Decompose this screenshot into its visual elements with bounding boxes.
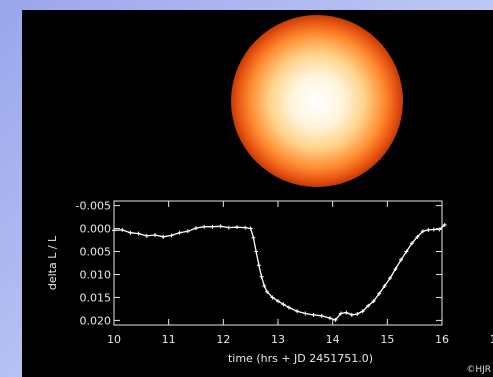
data-point (144, 233, 149, 238)
data-point (349, 312, 354, 317)
data-point (256, 263, 261, 268)
data-point (210, 224, 215, 229)
data-point (409, 241, 414, 246)
x-tick-label: 17 (490, 333, 493, 346)
data-point (202, 224, 207, 229)
data-point (420, 229, 425, 234)
x-tick-label: 12 (216, 333, 230, 346)
data-point (254, 249, 259, 254)
data-point (262, 283, 267, 288)
star-disk (231, 15, 403, 187)
data-point (360, 309, 365, 314)
figure-svg: -0.005 0.000 0.005 0.010 0.015 0.020 10 11 12 13… (46, 15, 493, 365)
x-tick-label: 11 (162, 333, 176, 346)
data-point (338, 311, 343, 316)
data-point (194, 226, 198, 231)
y-tick-label: 0.015 (80, 291, 112, 304)
data-point (270, 295, 275, 300)
data-point (442, 222, 447, 227)
figure-panel: -0.005 0.000 0.005 0.010 0.015 0.020 10 11 12 13… (22, 10, 493, 377)
data-point (243, 225, 248, 230)
y-tick-label: 0.010 (80, 268, 112, 281)
data-point (366, 303, 371, 308)
data-point (226, 225, 231, 230)
data-point (399, 257, 403, 262)
data-point (276, 299, 280, 304)
data-point (319, 313, 324, 318)
data-point (426, 227, 431, 232)
y-tick-label: 0.005 (80, 246, 112, 259)
data-point (303, 311, 308, 316)
data-point (295, 309, 300, 314)
x-tick-label: 10 (107, 333, 121, 346)
data-point (112, 228, 116, 233)
data-point (218, 224, 223, 229)
data-point (251, 235, 256, 240)
data-point (311, 312, 316, 317)
data-point (286, 305, 291, 310)
data-point (128, 230, 133, 235)
data-point (136, 231, 141, 236)
x-tick-label: 13 (271, 333, 285, 346)
series-line (113, 224, 446, 321)
data-point (259, 274, 264, 279)
data-point (355, 311, 360, 316)
y-tick-label: 0.020 (80, 314, 112, 327)
data-point (377, 291, 382, 296)
x-axis: 10 11 12 13 14 15 16 17 (107, 201, 493, 346)
x-tick-label: 16 (435, 333, 449, 346)
data-point (235, 225, 239, 230)
y-tick-label: -0.005 (76, 200, 111, 213)
data-point (153, 232, 157, 237)
data-point (169, 233, 174, 238)
plot-frame (113, 200, 443, 326)
x-tick-label: 14 (326, 333, 340, 346)
data-point (388, 276, 393, 281)
data-point (415, 234, 420, 239)
data-point (437, 227, 442, 232)
data-point (404, 249, 409, 254)
y-axis: -0.005 0.000 0.005 0.010 0.015 0.020 (76, 200, 442, 327)
credit-text: ©HJR (466, 365, 491, 375)
data-point (177, 230, 182, 235)
x-axis-label: time (hrs + JD 2451751.0) (228, 352, 373, 365)
data-point (265, 289, 270, 294)
data-point (371, 299, 376, 304)
data-point (120, 227, 125, 232)
data-point (161, 234, 166, 239)
data-point (327, 316, 332, 321)
data-point (431, 227, 436, 232)
data-point (382, 283, 387, 288)
y-axis-label: delta L / L (46, 235, 59, 290)
x-tick-label: 15 (380, 333, 394, 346)
series-points (112, 222, 447, 322)
data-point (281, 302, 286, 307)
y-tick-label: 0.000 (80, 223, 112, 236)
data-point (333, 317, 338, 322)
data-point (185, 229, 190, 234)
data-point (248, 226, 253, 231)
data-point (344, 310, 349, 315)
data-point (393, 266, 398, 271)
